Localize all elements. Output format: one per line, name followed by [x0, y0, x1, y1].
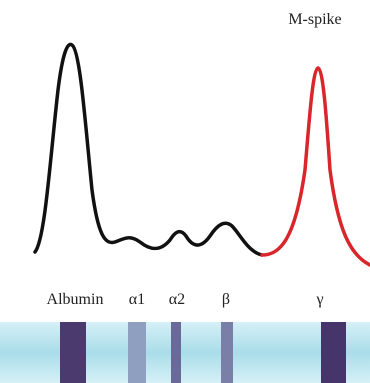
gel-band [60, 322, 86, 383]
gel-background [0, 322, 370, 383]
band-label: Albumin [47, 291, 104, 308]
band-label: α2 [169, 291, 185, 308]
gel-band [171, 322, 181, 383]
band-label: α1 [129, 291, 145, 308]
band-label: γ [315, 291, 323, 308]
m-spike-label: M-spike [288, 11, 341, 28]
protein-curve [35, 44, 262, 255]
m-spike-curve [262, 68, 370, 265]
gel-strip [0, 322, 370, 383]
gel-band [221, 322, 233, 383]
band-label: β [222, 291, 230, 308]
electrophoresis-diagram: M-spike Albumin α1 α2 β γ [0, 0, 370, 383]
gel-band [321, 322, 346, 383]
gel-band [128, 322, 146, 383]
